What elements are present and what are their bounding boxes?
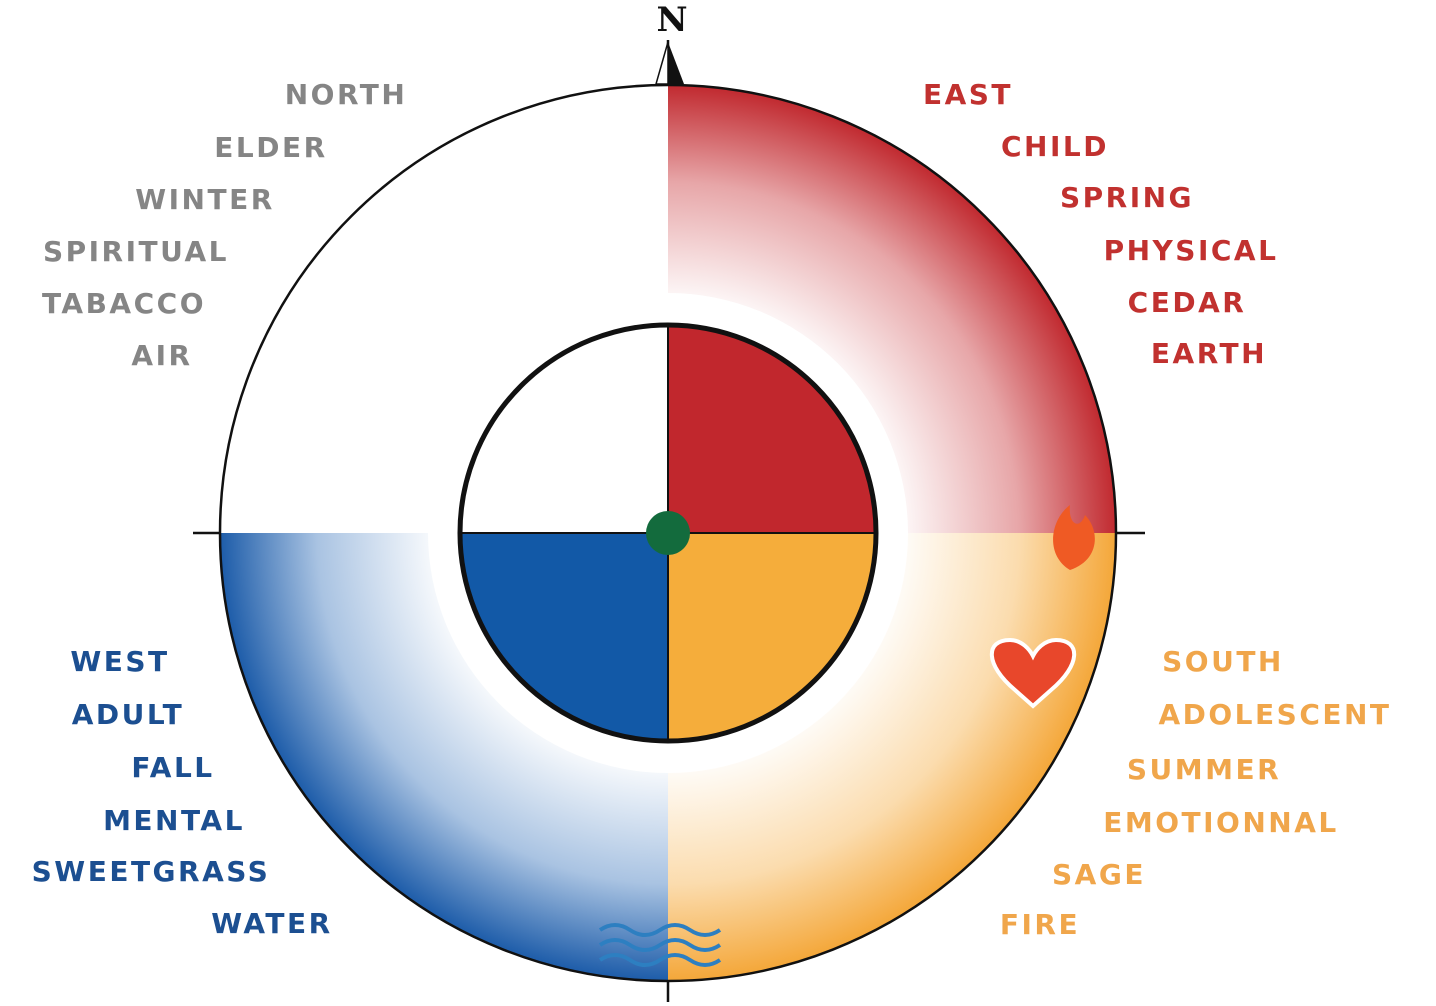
- quadrant-label: EMOTIONNAL: [1103, 806, 1339, 839]
- quadrant-label: WEST: [70, 645, 169, 678]
- quadrant-label: SWEETGRASS: [32, 855, 271, 888]
- quadrant-label: EAST: [923, 78, 1013, 111]
- compass-label: N: [656, 0, 687, 40]
- quadrant-label: CHILD: [1001, 130, 1109, 163]
- compass-arrow: [668, 42, 684, 84]
- quadrant-label: PHYSICAL: [1104, 234, 1279, 267]
- quadrant-label: AIR: [131, 339, 192, 372]
- quadrant-label: SAGE: [1052, 858, 1146, 891]
- quadrant-label: ADULT: [72, 698, 184, 731]
- quadrant-label: CEDAR: [1128, 286, 1247, 319]
- quadrant-label: SUMMER: [1127, 753, 1281, 786]
- quadrant-label: MENTAL: [103, 804, 245, 837]
- quadrant-label: WATER: [211, 907, 332, 940]
- quadrant-label: TABACCO: [42, 287, 206, 320]
- quadrant-label: FALL: [131, 751, 214, 784]
- quadrant-label: SOUTH: [1162, 645, 1284, 678]
- quadrant-label: SPRING: [1060, 181, 1194, 214]
- quadrant-label: ELDER: [214, 131, 327, 164]
- compass-arrow: [656, 42, 668, 84]
- quadrant-label: FIRE: [1000, 908, 1080, 941]
- quadrant-label: SPIRITUAL: [43, 235, 229, 268]
- quadrant-label: WINTER: [135, 183, 275, 216]
- quadrant-label: ADOLESCENT: [1158, 698, 1391, 731]
- quadrant-label: NORTH: [285, 78, 408, 111]
- medicine-wheel: N NORTH ELDER WINTER SPIRITUAL TABACCO AIR EAS…: [0, 0, 1436, 1006]
- quadrant-label: EARTH: [1151, 337, 1267, 370]
- center-dot: [646, 511, 690, 555]
